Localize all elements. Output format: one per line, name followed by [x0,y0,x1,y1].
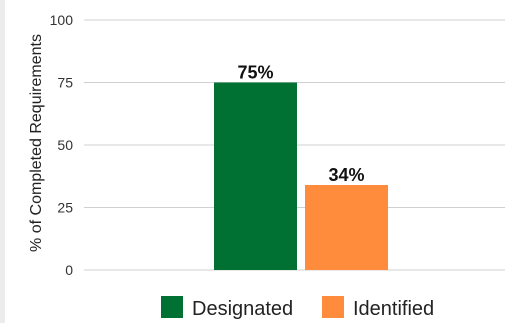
y-axis-ticks: 0 25 50 75 100 [50,12,74,278]
data-labels: 75% 34% [237,63,364,186]
data-label: 75% [237,63,273,83]
y-axis-label: % of Completed Requirements [28,34,45,252]
y-tick-label: 50 [57,137,73,153]
y-tick-label: 75 [57,75,73,91]
legend-swatch [161,296,183,318]
bar-designated [214,82,297,270]
bar-identified [305,185,388,270]
bars [214,82,388,270]
data-label: 34% [328,165,364,185]
legend-swatch [322,296,344,318]
y-tick-label: 0 [65,262,73,278]
legend-label: Designated [192,298,293,320]
y-tick-label: 100 [50,12,74,28]
legend: Designated Identified [161,296,434,320]
y-tick-label: 25 [57,200,73,216]
legend-label: Identified [353,298,434,320]
left-border-strip [0,0,5,323]
